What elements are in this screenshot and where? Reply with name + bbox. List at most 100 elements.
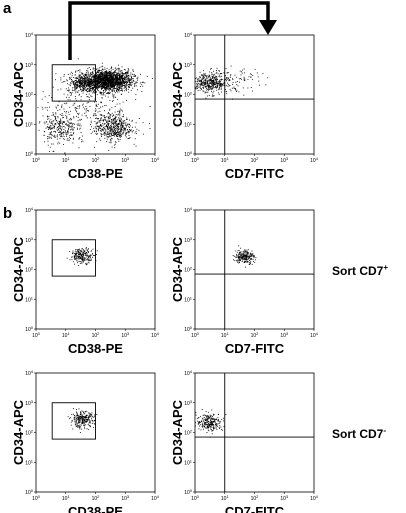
data-point [205, 87, 207, 89]
data-point [92, 76, 94, 78]
data-point [120, 81, 122, 83]
data-point [216, 423, 218, 425]
data-point [70, 417, 72, 419]
data-point [114, 78, 116, 80]
data-point [97, 126, 99, 128]
x-tick-exponent: 2 [256, 331, 259, 336]
data-point [112, 126, 114, 128]
data-point [86, 253, 88, 255]
data-point [204, 74, 206, 76]
data-point [239, 256, 240, 257]
data-point [236, 260, 238, 262]
data-point [82, 76, 84, 78]
data-point [74, 74, 76, 76]
data-point [250, 258, 252, 260]
data-point [246, 249, 248, 251]
data-point [91, 82, 93, 83]
data-point [120, 121, 122, 123]
data-point [199, 421, 200, 423]
data-point [89, 84, 90, 86]
data-point [115, 132, 117, 133]
data-point [117, 87, 119, 89]
y-tick-label: 101 [184, 458, 193, 466]
data-point [132, 69, 134, 71]
y-tick-label: 101 [25, 295, 34, 303]
data-point [104, 86, 105, 88]
data-point [111, 120, 113, 122]
data-point [208, 83, 210, 85]
data-point [96, 79, 98, 81]
data-point [81, 258, 83, 260]
data-point [105, 90, 107, 92]
data-point [211, 409, 213, 411]
data-point [94, 81, 95, 82]
data-point [199, 71, 201, 73]
data-point [243, 72, 245, 74]
data-point [64, 80, 66, 82]
data-point [212, 424, 214, 425]
y-tick-label: 100 [184, 325, 193, 333]
data-point [81, 89, 83, 91]
data-point [87, 251, 89, 253]
data-point [196, 417, 198, 419]
data-point [101, 75, 103, 77]
data-point [88, 85, 90, 87]
data-point [76, 128, 78, 130]
data-point [80, 82, 82, 83]
data-point [117, 82, 119, 84]
data-point [101, 85, 103, 87]
data-point [89, 85, 91, 87]
data-point [142, 122, 144, 124]
data-point [81, 114, 83, 116]
data-point [208, 427, 210, 429]
data-point [134, 75, 136, 77]
data-point [89, 106, 91, 107]
data-point [226, 77, 228, 79]
data-point [69, 135, 71, 136]
data-point [64, 130, 66, 132]
data-point [89, 83, 91, 84]
data-point [249, 255, 251, 257]
data-point [115, 77, 117, 79]
data-point [240, 252, 242, 254]
data-point [88, 72, 89, 74]
data-point [76, 422, 78, 424]
y-tick-exponent: 0 [190, 150, 193, 155]
data-point [97, 133, 99, 135]
data-point [101, 66, 103, 68]
data-point [109, 77, 111, 79]
data-point [106, 71, 108, 73]
data-point [90, 86, 92, 87]
data-point [126, 77, 128, 79]
data-point [85, 417, 87, 419]
data-point [67, 139, 69, 141]
data-point [63, 129, 65, 130]
data-point [97, 70, 99, 72]
data-point [80, 422, 82, 424]
data-point [244, 255, 246, 256]
data-point [107, 86, 108, 88]
data-point [61, 105, 63, 107]
data-point [77, 419, 79, 421]
data-point [216, 71, 218, 73]
data-point [213, 414, 215, 416]
data-point [74, 96, 76, 97]
data-point [115, 88, 117, 89]
data-point [84, 258, 86, 259]
data-point [88, 75, 90, 77]
data-point [102, 79, 104, 81]
data-point [79, 76, 81, 78]
data-point [55, 120, 57, 122]
data-point [84, 422, 85, 424]
data-point [235, 256, 237, 258]
data-point [97, 86, 99, 88]
data-point [69, 99, 71, 101]
data-point [67, 130, 69, 132]
data-point [91, 87, 92, 89]
data-point [105, 81, 107, 83]
data-point [107, 79, 109, 81]
data-point [236, 261, 238, 263]
data-point [101, 117, 103, 119]
data-point [103, 79, 105, 81]
data-point [212, 81, 214, 83]
